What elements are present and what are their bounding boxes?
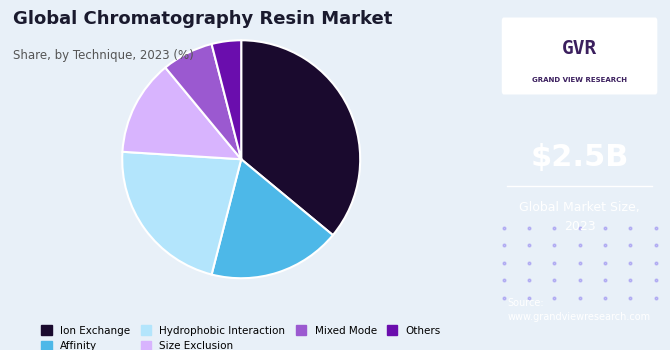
Wedge shape <box>241 40 360 235</box>
Wedge shape <box>123 68 241 159</box>
FancyBboxPatch shape <box>502 18 657 95</box>
Legend: Ion Exchange, Affinity, Hydrophobic Interaction, Size Exclusion, Mixed Mode, Oth: Ion Exchange, Affinity, Hydrophobic Inte… <box>36 320 446 350</box>
Wedge shape <box>122 152 241 274</box>
Text: GVR: GVR <box>562 40 597 58</box>
Text: Source:
www.grandviewresearch.com: Source: www.grandviewresearch.com <box>507 298 651 322</box>
Text: $2.5B: $2.5B <box>531 143 628 172</box>
Wedge shape <box>165 44 241 159</box>
Wedge shape <box>212 159 333 278</box>
Text: Share, by Technique, 2023 (%): Share, by Technique, 2023 (%) <box>13 49 194 62</box>
Wedge shape <box>212 40 241 159</box>
Text: Global Market Size,
2023: Global Market Size, 2023 <box>519 202 640 232</box>
Text: Global Chromatography Resin Market: Global Chromatography Resin Market <box>13 10 393 28</box>
Text: GRAND VIEW RESEARCH: GRAND VIEW RESEARCH <box>532 77 627 84</box>
